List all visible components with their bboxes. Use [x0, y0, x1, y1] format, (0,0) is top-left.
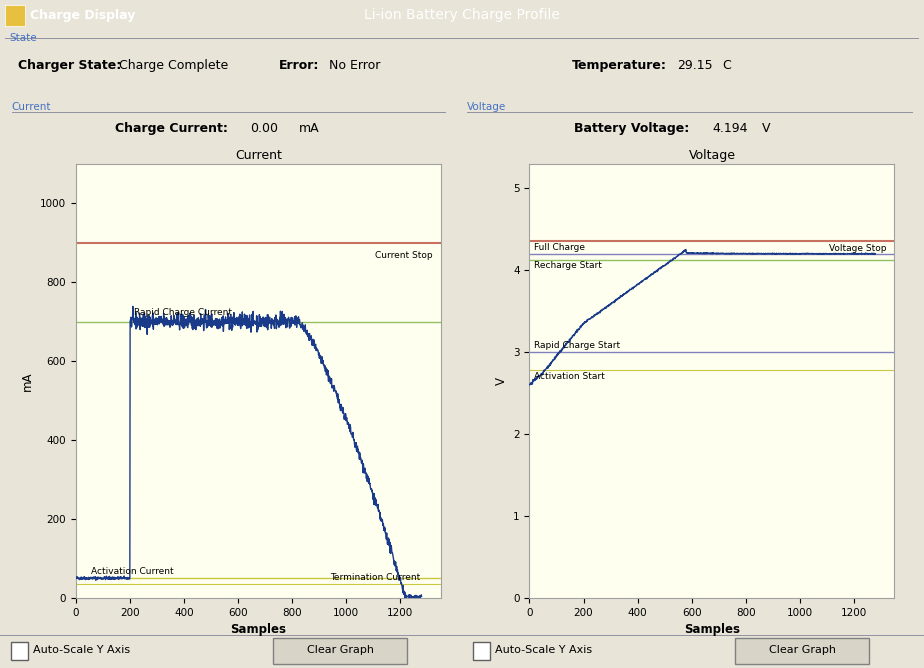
Text: Activation Current: Activation Current: [91, 567, 174, 576]
FancyBboxPatch shape: [735, 639, 869, 664]
Text: C: C: [723, 59, 732, 72]
Text: No Error: No Error: [329, 59, 381, 72]
Text: mA: mA: [298, 122, 320, 135]
Text: Error:: Error:: [279, 59, 320, 72]
Text: 0.00: 0.00: [250, 122, 278, 135]
Text: Clear Graph: Clear Graph: [307, 645, 373, 655]
Text: Battery Voltage:: Battery Voltage:: [574, 122, 689, 135]
Title: Current: Current: [235, 150, 282, 162]
Text: Charge Display: Charge Display: [30, 9, 136, 21]
Text: Charge Current:: Charge Current:: [116, 122, 228, 135]
Text: Activation Start: Activation Start: [534, 372, 605, 381]
Text: V: V: [762, 122, 771, 135]
Text: Rapid Charge Current: Rapid Charge Current: [134, 308, 232, 317]
Text: Auto-Scale Y Axis: Auto-Scale Y Axis: [495, 645, 592, 655]
Text: State: State: [9, 33, 37, 43]
Text: Charger State:: Charger State:: [18, 59, 122, 72]
Y-axis label: mA: mA: [21, 371, 34, 391]
Text: Auto-Scale Y Axis: Auto-Scale Y Axis: [33, 645, 130, 655]
Text: Termination Current: Termination Current: [330, 573, 420, 582]
Text: Full Charge: Full Charge: [534, 243, 585, 252]
Text: Current Stop: Current Stop: [375, 250, 432, 259]
Text: 29.15: 29.15: [677, 59, 712, 72]
Y-axis label: V: V: [494, 377, 507, 385]
Bar: [473, 643, 490, 661]
FancyBboxPatch shape: [273, 639, 407, 664]
Text: Voltage Stop: Voltage Stop: [829, 244, 886, 253]
Text: 4.194: 4.194: [712, 122, 748, 135]
Text: Charge Complete: Charge Complete: [119, 59, 228, 72]
Text: Voltage: Voltage: [467, 102, 505, 112]
Text: Clear Graph: Clear Graph: [769, 645, 835, 655]
Bar: [11, 643, 28, 661]
Title: Voltage: Voltage: [688, 150, 736, 162]
Text: Rapid Charge Start: Rapid Charge Start: [534, 341, 620, 351]
Text: Li-ion Battery Charge Profile: Li-ion Battery Charge Profile: [364, 8, 560, 22]
X-axis label: Samples: Samples: [684, 623, 740, 636]
Text: Temperature:: Temperature:: [572, 59, 666, 72]
Text: Recharge Start: Recharge Start: [534, 261, 602, 270]
Text: Current: Current: [12, 102, 52, 112]
X-axis label: Samples: Samples: [230, 623, 286, 636]
FancyBboxPatch shape: [5, 5, 25, 25]
